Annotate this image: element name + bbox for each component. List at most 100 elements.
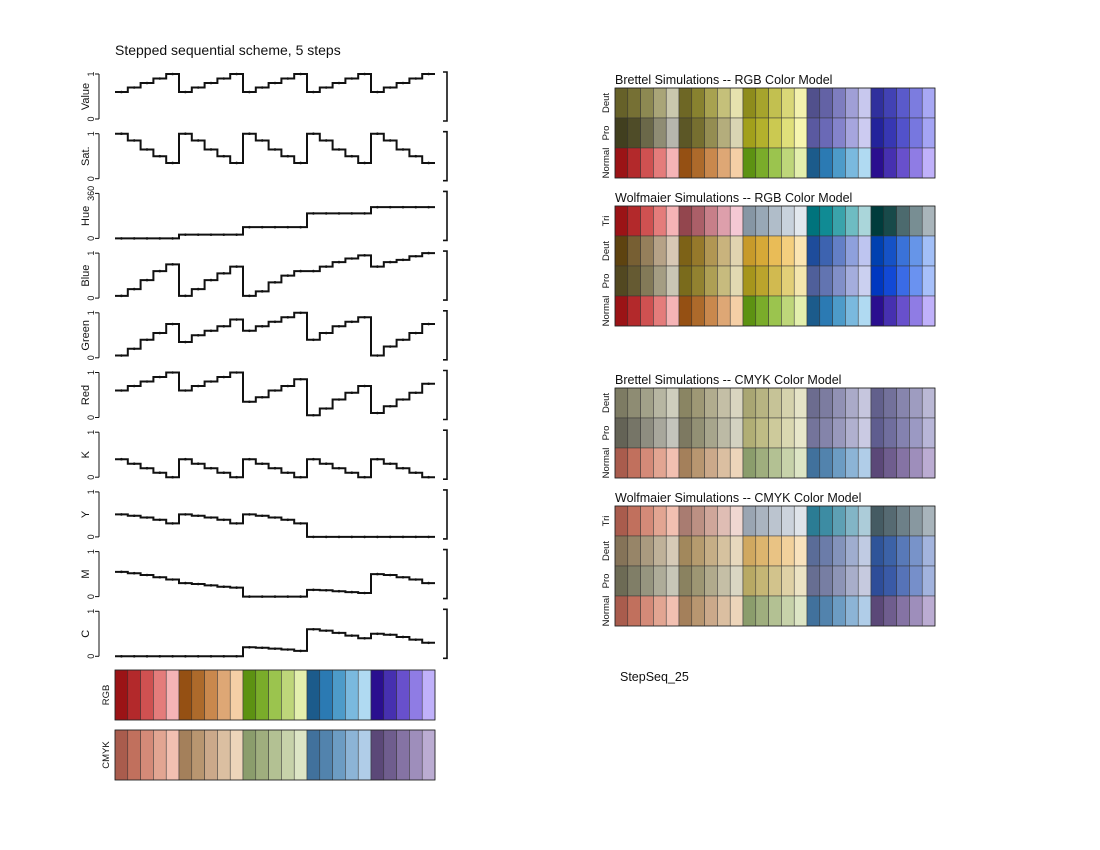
block-frame	[614, 87, 936, 179]
step-point	[209, 81, 213, 85]
sim-swatch	[640, 295, 654, 327]
sim-swatch	[729, 387, 744, 419]
step-point	[376, 354, 379, 357]
step-point	[350, 535, 354, 539]
step-point	[350, 634, 354, 637]
sim-swatch	[806, 565, 821, 597]
swatch	[255, 729, 269, 781]
sim-swatch	[793, 595, 808, 627]
step-point	[388, 139, 392, 142]
swatch	[268, 729, 282, 781]
step-point	[324, 407, 328, 410]
sim-swatch	[717, 205, 731, 237]
row-label: Tri	[601, 216, 612, 227]
step-point	[388, 86, 392, 89]
swatch	[204, 669, 218, 721]
sim-swatch	[793, 205, 808, 237]
sim-swatch	[832, 595, 846, 627]
step-point	[120, 90, 123, 94]
sim-swatch	[883, 235, 897, 267]
step-point	[184, 581, 187, 585]
sim-swatch	[781, 117, 795, 149]
sim-swatch	[729, 565, 744, 597]
panel-bracket	[443, 548, 448, 600]
panel-ylabel: Sat.	[80, 146, 92, 166]
sim-swatch	[870, 205, 885, 237]
step-point	[312, 535, 315, 539]
sim-swatch	[691, 205, 705, 237]
sim-swatch	[870, 295, 885, 327]
step-point	[363, 384, 366, 388]
step-point	[196, 514, 200, 518]
step-point	[222, 233, 226, 236]
step-point	[132, 237, 136, 240]
sim-swatch	[819, 235, 833, 267]
step-point	[337, 148, 341, 151]
row-label: Tri	[601, 516, 612, 527]
sim-swatch	[678, 565, 693, 597]
step-point	[324, 462, 328, 466]
step-point	[299, 595, 302, 598]
step-point	[273, 320, 277, 324]
sim-swatch	[832, 505, 846, 537]
step-point	[337, 466, 341, 470]
step-point	[222, 154, 226, 158]
step-point	[260, 86, 264, 89]
swatch	[293, 729, 308, 781]
step-point	[248, 329, 251, 333]
step-point	[388, 535, 392, 539]
sim-swatch	[832, 295, 846, 327]
sim-swatch	[665, 117, 680, 149]
panel-k: 1 0 K	[80, 429, 448, 480]
panel-bracket	[443, 369, 448, 421]
step-point	[312, 628, 315, 631]
sim-swatch	[729, 535, 744, 567]
step-point	[350, 257, 354, 260]
sim-swatch	[717, 117, 731, 149]
sim-swatch	[896, 447, 910, 479]
sim-swatch	[845, 505, 859, 537]
sim-swatch	[857, 565, 872, 597]
step-point	[427, 72, 430, 76]
sim-swatch	[678, 117, 693, 149]
row-label: Pro	[601, 426, 612, 441]
step-point	[388, 205, 392, 209]
step-point	[401, 81, 405, 85]
sim-swatch	[819, 565, 833, 597]
step-point	[350, 212, 354, 215]
step-point	[299, 72, 302, 76]
sim-swatch	[857, 205, 872, 237]
sim-swatch	[614, 235, 629, 267]
step-point	[260, 595, 264, 598]
sim-swatch	[870, 447, 885, 479]
step-point	[337, 535, 341, 539]
sim-swatch	[845, 447, 859, 479]
step-point	[132, 287, 136, 291]
step-point	[171, 322, 174, 326]
step-point	[235, 161, 238, 165]
sim-swatch	[857, 417, 872, 449]
sim-swatch	[768, 295, 782, 327]
sim-swatch	[653, 535, 667, 567]
step-point	[235, 371, 238, 374]
sim-swatch	[653, 87, 667, 119]
step-point	[337, 260, 341, 264]
sim-swatch	[883, 117, 897, 149]
sim-swatch	[704, 595, 718, 627]
swatch	[178, 669, 193, 721]
channel-panels: 1 0 Value 1 0 Sat. 360 0 Hue 1 0 Blue 1 0 Green 1 0 Red 1 0…	[80, 71, 448, 660]
sim-swatch	[627, 147, 641, 179]
step-point	[286, 648, 290, 651]
sim-swatch	[768, 147, 782, 179]
step-point	[222, 655, 226, 658]
step-point	[158, 518, 162, 522]
step-point	[376, 572, 379, 576]
sim-swatch	[921, 565, 936, 597]
block-frame	[614, 505, 936, 627]
sim-swatch	[806, 265, 821, 297]
step-point	[235, 265, 238, 268]
sim-swatch	[614, 295, 629, 327]
sim-swatch	[896, 535, 910, 567]
sim-swatch	[665, 235, 680, 267]
step-point	[248, 457, 251, 461]
